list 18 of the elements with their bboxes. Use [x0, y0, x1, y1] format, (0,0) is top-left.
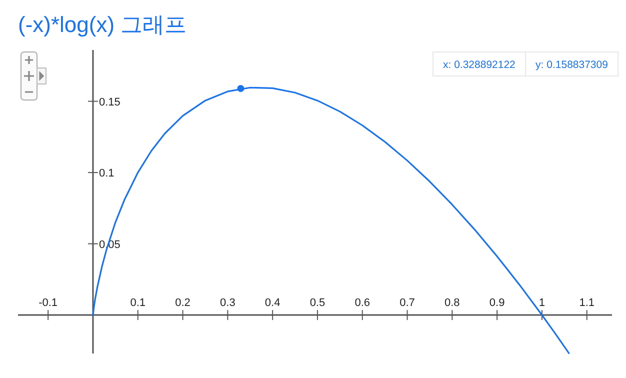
- chart-title: (-x)*log(x) 그래프: [18, 12, 187, 37]
- x-tick-label: 0.6: [354, 297, 370, 310]
- x-tick-label: 0.2: [175, 297, 190, 310]
- line-series: [92, 86, 570, 354]
- x-tick-label: 0.5: [310, 297, 326, 310]
- y-tick-label: 0.1: [98, 168, 114, 180]
- annotation: y: 0.158837309: [536, 59, 608, 71]
- x-tick-label: 1.1: [579, 297, 595, 310]
- x-tick-label: 0.4: [264, 297, 280, 310]
- x-tick-label: 0.7: [400, 297, 415, 310]
- x-tick-label: -0.1: [38, 297, 58, 310]
- annotation: x: 0.328892122: [443, 59, 516, 71]
- x-tick-label: 0.3: [220, 297, 236, 310]
- x-tick-label: 0.1: [130, 297, 146, 310]
- x-tick-label: 1: [538, 297, 546, 310]
- y-tick-label: 0.15: [98, 96, 120, 108]
- x-tick-label: 0.8: [444, 297, 460, 310]
- x-tick-label: 0.9: [489, 297, 505, 310]
